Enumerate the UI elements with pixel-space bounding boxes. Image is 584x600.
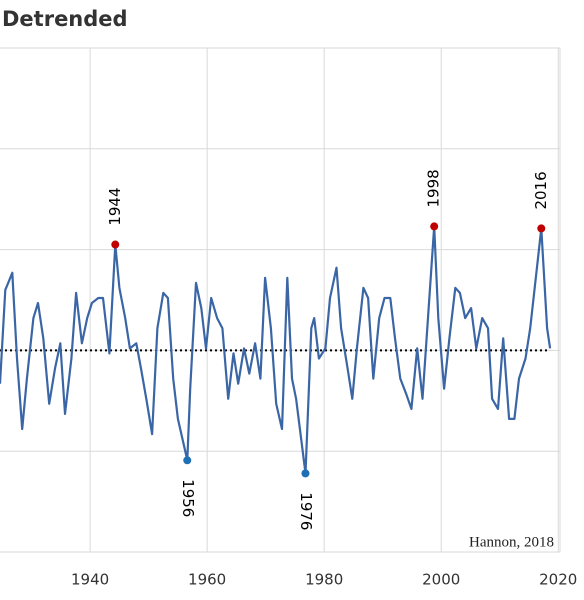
point-label: 2016 [532,171,550,209]
x-tick-label: 2020 [539,571,577,589]
point-label: 1944 [106,187,124,225]
extreme-point [537,224,546,233]
data-line [0,225,552,475]
extreme-point [111,240,120,249]
x-tick-label: 2000 [422,571,460,589]
extreme-point [183,456,192,465]
point-label: 1976 [297,492,315,530]
x-tick-label: 1980 [305,571,343,589]
point-label: 1956 [179,479,197,517]
extreme-point [430,222,439,231]
extreme-point [301,469,310,478]
annotation: Hannon, 2018 [469,534,554,550]
point-label: 1998 [425,169,443,207]
x-tick-label: 1940 [71,571,109,589]
x-tick-label: 1960 [188,571,226,589]
chart-title: Detrended [2,7,128,31]
